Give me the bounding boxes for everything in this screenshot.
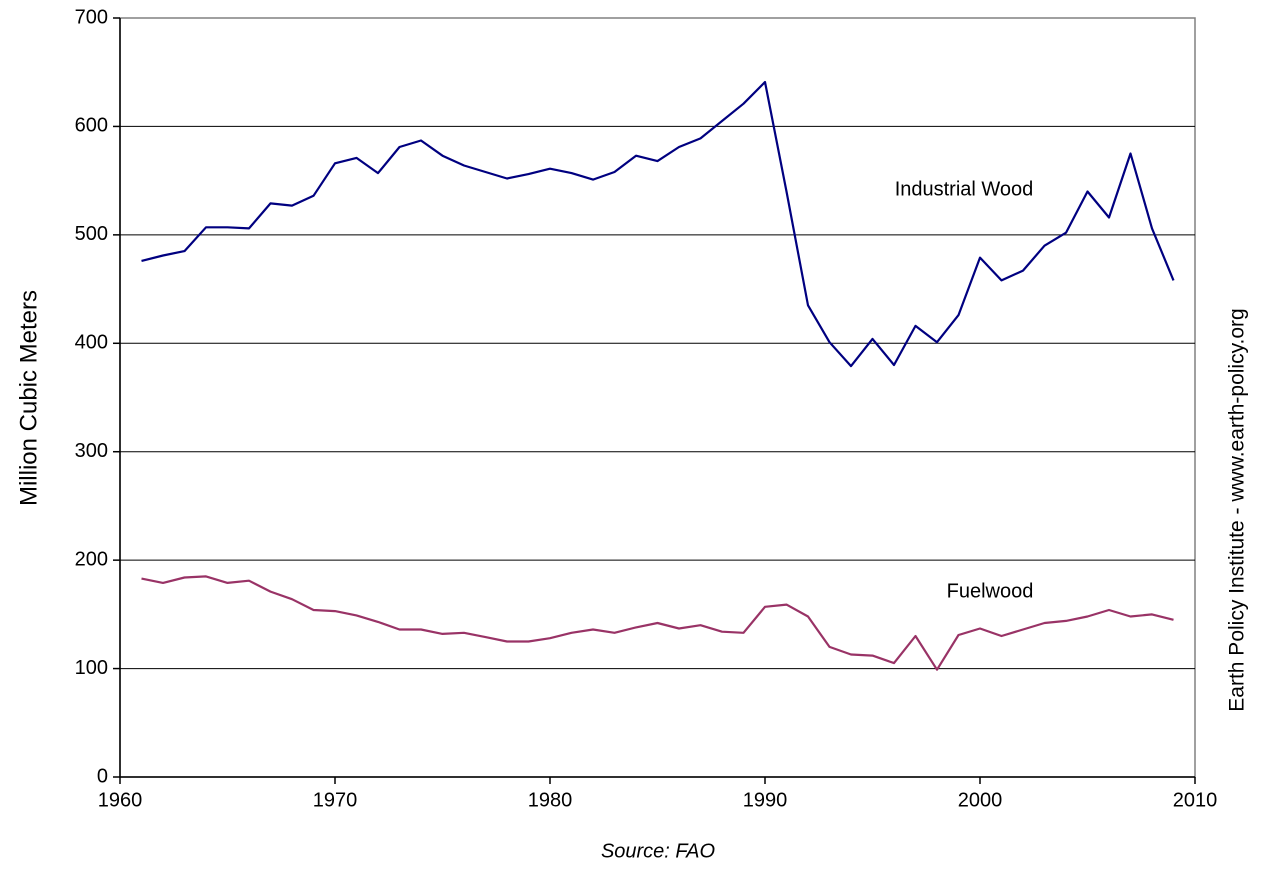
source: Source: FAO xyxy=(601,840,715,862)
x-tick-label: 1990 xyxy=(743,789,788,811)
line-series xyxy=(141,80,1175,368)
y-tick-label: 100 xyxy=(75,657,108,679)
line-series xyxy=(141,575,1174,671)
y-tick-label: 400 xyxy=(75,332,108,354)
series-label: Industrial Wood xyxy=(895,178,1034,200)
plot-border xyxy=(119,17,1196,778)
y-tick-label: 300 xyxy=(75,440,108,462)
x-tick-label: 2000 xyxy=(958,789,1003,811)
x-tick-label: 1970 xyxy=(313,789,358,811)
y-axis-title: Million Cubic Meters xyxy=(15,290,42,506)
series-label: Fuelwood xyxy=(947,580,1034,602)
x-tick-label: 2010 xyxy=(1173,789,1218,811)
y-tick-label: 200 xyxy=(75,548,108,570)
y-tick-label: 0 xyxy=(97,765,108,787)
y-tick-label: 600 xyxy=(75,115,108,137)
side-note: Earth Policy Institute - www.earth-polic… xyxy=(1226,308,1249,711)
y-tick-label: 700 xyxy=(75,6,108,28)
x-tick-label: 1980 xyxy=(528,789,573,811)
y-tick-label: 500 xyxy=(75,223,108,245)
x-tick-label: 1960 xyxy=(98,789,143,811)
